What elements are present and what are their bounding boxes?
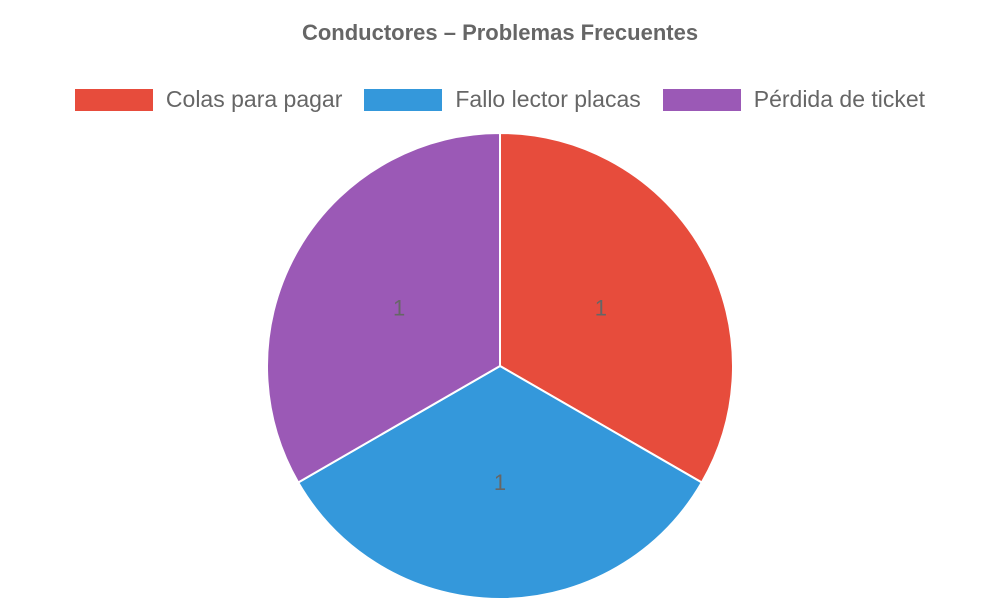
legend-swatch-colas <box>74 88 153 111</box>
legend-label-perdida: Pérdida de ticket <box>753 86 926 112</box>
pie-slice-fallo[interactable] <box>296 364 704 600</box>
legend-item-fallo[interactable]: Fallo lector placas <box>364 86 641 113</box>
legend-swatch-fallo <box>364 88 443 111</box>
data-label-perdida: 1 <box>393 295 405 320</box>
data-label-fallo: 1 <box>494 470 506 495</box>
pie-slices <box>266 131 734 600</box>
legend-label-colas: Colas para pagar <box>165 86 343 112</box>
legend-item-colas[interactable]: Colas para pagar <box>74 86 343 113</box>
data-label-colas: 1 <box>595 295 607 320</box>
legend-item-perdida[interactable]: Pérdida de ticket <box>662 86 926 113</box>
legend-swatch-perdida <box>662 88 741 111</box>
pie-slice-colas[interactable] <box>499 131 734 484</box>
pie-slice-perdida[interactable] <box>266 131 501 484</box>
legend-label-fallo: Fallo lector placas <box>455 86 641 112</box>
chart-title: Conductores – Problemas Frecuentes <box>301 20 699 45</box>
pie-data-labels: 1 1 1 <box>393 295 607 495</box>
chart-legend: Colas para pagar Fallo lector placas Pér… <box>0 86 1000 113</box>
